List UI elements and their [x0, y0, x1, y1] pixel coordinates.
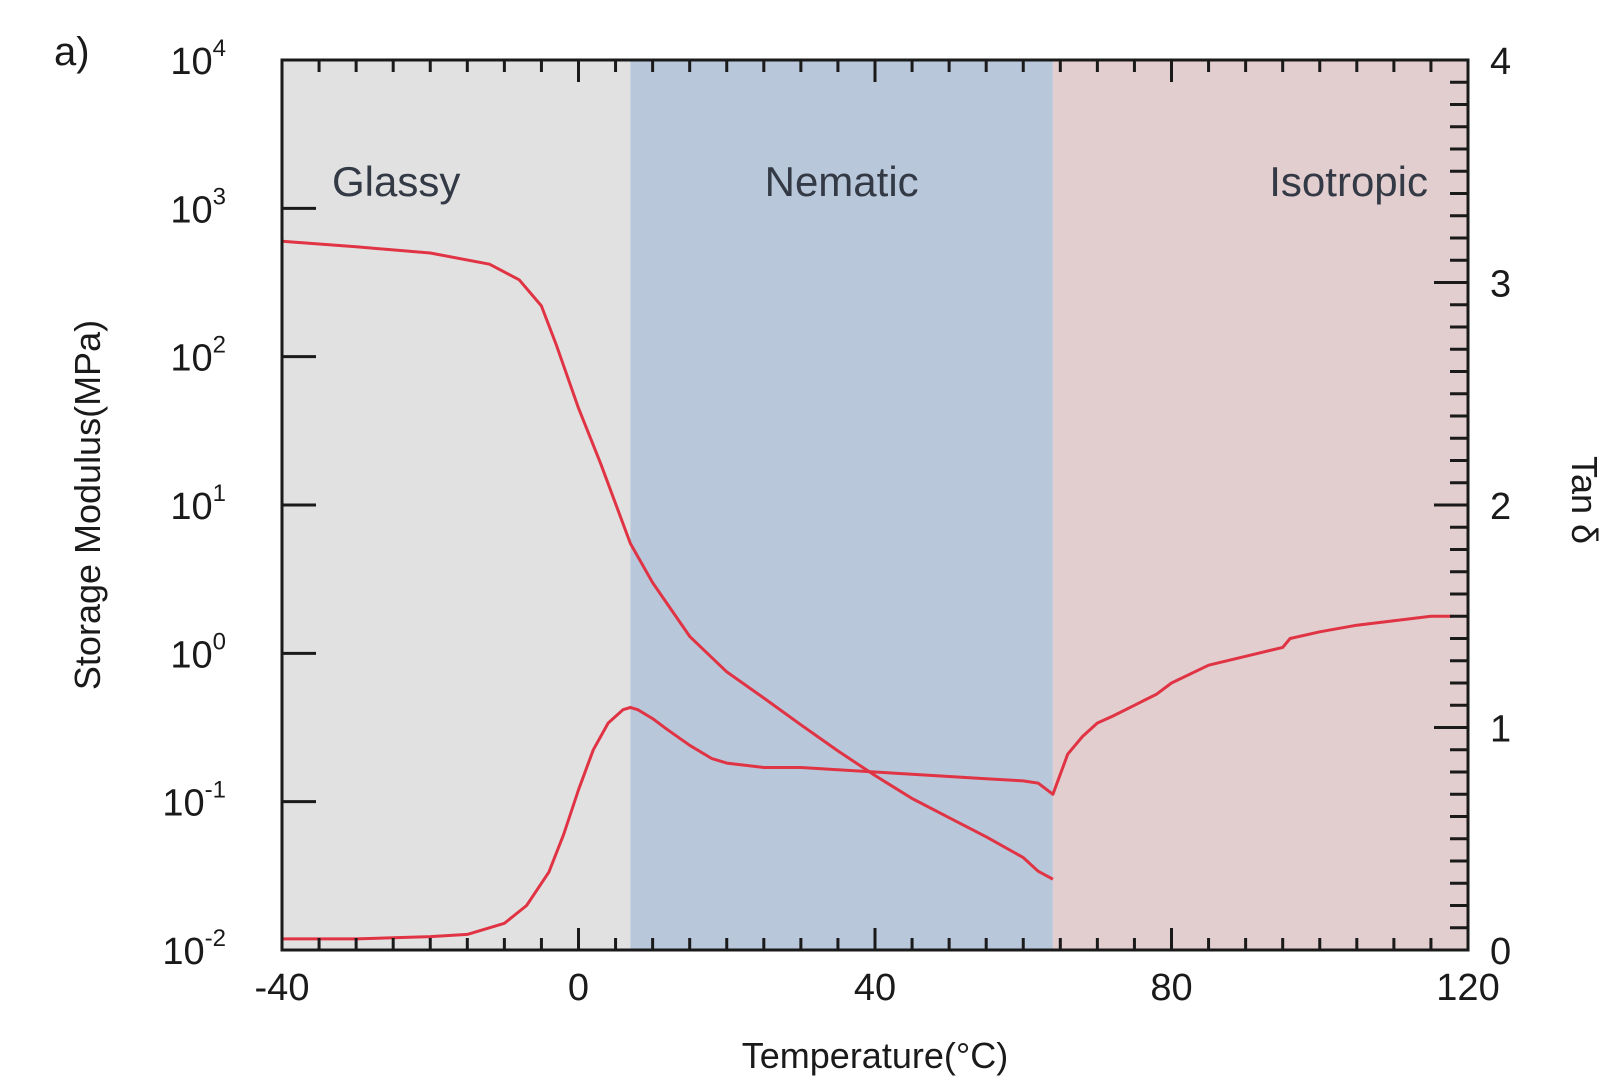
y-tick-label: 10-2 — [162, 925, 226, 973]
region-isotropic — [1052, 60, 1468, 950]
y2-tick-label: 2 — [1490, 486, 1511, 528]
y-tick-label: 100 — [170, 628, 226, 676]
storage-modulus-line — [281, 239, 1054, 881]
y-tick-label: 103 — [170, 183, 226, 231]
region-label-isotropic: Isotropic — [1269, 158, 1428, 205]
y2-tick-label: 1 — [1490, 709, 1511, 751]
x-tick-label: 40 — [854, 967, 896, 1009]
y2-tick-label: 3 — [1490, 264, 1511, 306]
tan-delta-line — [282, 614, 1454, 941]
y-tick-label: 10-1 — [162, 777, 226, 825]
y-axis-title: Storage Modulus(MPa) — [67, 320, 108, 690]
x-tick-label: 120 — [1436, 967, 1499, 1009]
x-tick-label: 0 — [568, 967, 589, 1009]
data-curves — [281, 239, 1454, 941]
y2-tick-label: 4 — [1490, 41, 1511, 83]
axis-ticks: -40 0 40 80 120 10-2 10-1 100 101 102 103 104 0 1 2 3 4 — [162, 35, 1511, 1009]
region-label-nematic: Nematic — [765, 158, 919, 205]
x-tick-label: 80 — [1150, 967, 1192, 1009]
region-glassy — [282, 60, 631, 950]
region-nematic — [630, 60, 1053, 950]
y2-axis-title: Tan δ — [1564, 456, 1605, 544]
y2-tick-label: 0 — [1490, 931, 1511, 973]
panel-label: a) — [54, 30, 90, 74]
y-tick-label: 102 — [170, 332, 226, 380]
y-tick-label: 101 — [170, 480, 226, 528]
phase-regions: Glassy Nematic Isotropic — [282, 60, 1468, 950]
x-tick-label: -40 — [255, 967, 310, 1009]
region-label-glassy: Glassy — [332, 158, 460, 205]
x-axis-title: Temperature(°C) — [742, 1035, 1008, 1076]
y-tick-label: 104 — [170, 35, 226, 83]
